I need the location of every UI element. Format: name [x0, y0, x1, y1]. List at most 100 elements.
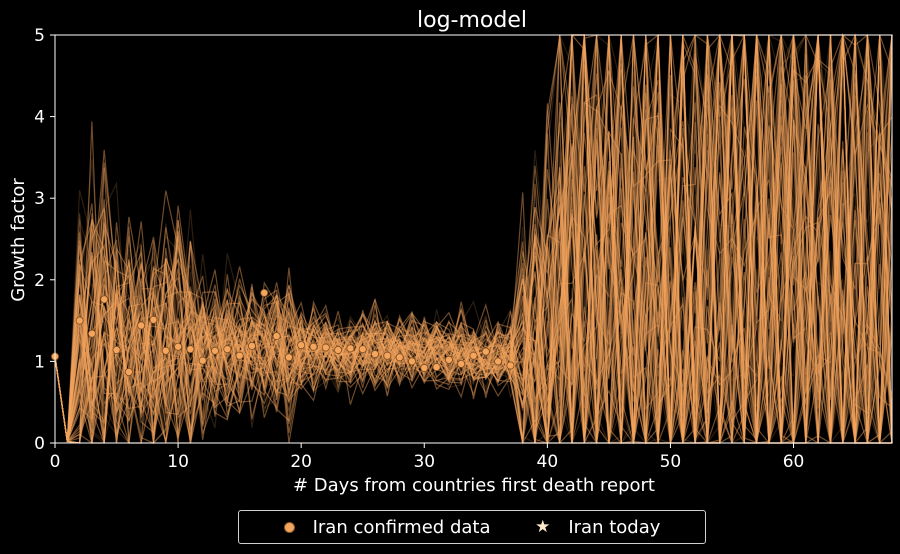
simulation-line — [54, 34, 893, 444]
data-point — [506, 361, 515, 370]
simulation-line — [54, 33, 892, 445]
y-axis-label: Growth factor — [8, 178, 29, 302]
data-point — [260, 288, 269, 297]
data-point — [75, 316, 84, 325]
data-point — [321, 343, 330, 352]
simulation-line — [54, 34, 893, 444]
simulation-line — [54, 34, 893, 445]
x-tick-label: 10 — [167, 452, 189, 472]
simulation-line — [54, 34, 893, 444]
star-icon: ★ — [535, 516, 551, 537]
simulation-line — [54, 34, 893, 444]
legend-item-today: ★ Iran today — [535, 517, 660, 538]
data-points — [51, 288, 515, 377]
simulation-line — [54, 34, 893, 444]
simulation-line — [54, 34, 893, 444]
simulation-line — [54, 34, 893, 446]
data-point — [432, 363, 441, 372]
simulation-line — [54, 34, 893, 444]
x-tick-label: 0 — [50, 452, 61, 472]
simulation-line — [54, 34, 892, 444]
data-point — [100, 295, 109, 304]
data-point — [161, 346, 170, 355]
simulation-line — [54, 34, 892, 444]
simulation-line — [54, 34, 893, 444]
data-point — [371, 350, 380, 359]
x-tick-label: 40 — [537, 452, 559, 472]
simulation-line — [54, 34, 893, 444]
x-tick-label: 60 — [783, 452, 805, 472]
simulation-line — [54, 34, 893, 444]
simulation-line — [54, 34, 893, 444]
simulation-line — [54, 34, 892, 445]
data-point — [186, 345, 195, 354]
simulation-line — [54, 34, 893, 444]
data-point — [247, 341, 256, 350]
data-point — [211, 346, 220, 355]
simulation-line — [54, 32, 893, 444]
data-point — [407, 357, 416, 366]
simulation-line — [54, 34, 893, 445]
legend-item-confirmed: Iran confirmed data — [283, 516, 491, 538]
data-point — [297, 341, 306, 350]
simulation-line — [54, 34, 893, 444]
simulation-line — [54, 34, 893, 446]
simulation-line — [54, 33, 893, 444]
data-point — [198, 356, 207, 365]
x-axis-label: # Days from countries first death report — [293, 475, 655, 496]
simulation-line — [54, 34, 893, 444]
simulation-line — [54, 34, 893, 444]
simulation-line — [54, 34, 892, 444]
data-point — [481, 347, 490, 356]
simulation-line — [54, 34, 893, 444]
dot-icon — [283, 521, 295, 533]
x-tick-label: 50 — [660, 452, 682, 472]
data-point — [124, 368, 133, 377]
simulation-line — [54, 34, 892, 444]
data-point — [309, 342, 318, 351]
simulation-line — [54, 34, 893, 444]
data-point — [469, 351, 478, 360]
data-point — [383, 351, 392, 360]
y-tick-label: 4 — [34, 108, 45, 128]
y-tick-label: 2 — [34, 271, 45, 291]
simulation-line — [54, 34, 893, 444]
data-point — [457, 359, 466, 368]
simulation-line — [54, 34, 893, 446]
y-tick-label: 1 — [34, 352, 45, 372]
simulation-line — [54, 34, 893, 444]
data-point — [444, 355, 453, 364]
data-point — [494, 357, 503, 366]
legend-label-confirmed: Iran confirmed data — [312, 516, 491, 538]
simulation-line — [54, 34, 893, 445]
data-point — [87, 329, 96, 338]
simulation-line — [54, 34, 893, 445]
simulation-line — [54, 44, 893, 445]
data-point — [235, 351, 244, 360]
simulation-line — [54, 34, 893, 444]
data-point — [149, 315, 158, 324]
simulation-line — [54, 34, 893, 444]
x-axis-ticks: 0 10 20 30 40 50 60 — [50, 443, 805, 472]
y-tick-label: 3 — [34, 189, 45, 209]
data-point — [223, 345, 232, 354]
chart-title: log-model — [417, 8, 527, 33]
data-point — [174, 342, 183, 351]
data-point — [346, 344, 355, 353]
simulation-line — [54, 34, 893, 444]
simulation-line — [54, 34, 893, 445]
plot-frame — [54, 34, 893, 444]
data-point — [395, 353, 404, 362]
simulation-line — [54, 34, 893, 444]
legend: Iran confirmed data ★ Iran today — [238, 510, 706, 544]
simulation-line — [54, 34, 893, 445]
data-point — [420, 363, 429, 372]
data-point — [358, 345, 367, 354]
simulation-line — [54, 34, 893, 444]
simulation-line — [54, 34, 892, 444]
simulation-line — [54, 34, 893, 444]
simulation-line — [54, 34, 893, 444]
simulation-line — [54, 34, 893, 445]
data-point — [112, 345, 121, 354]
